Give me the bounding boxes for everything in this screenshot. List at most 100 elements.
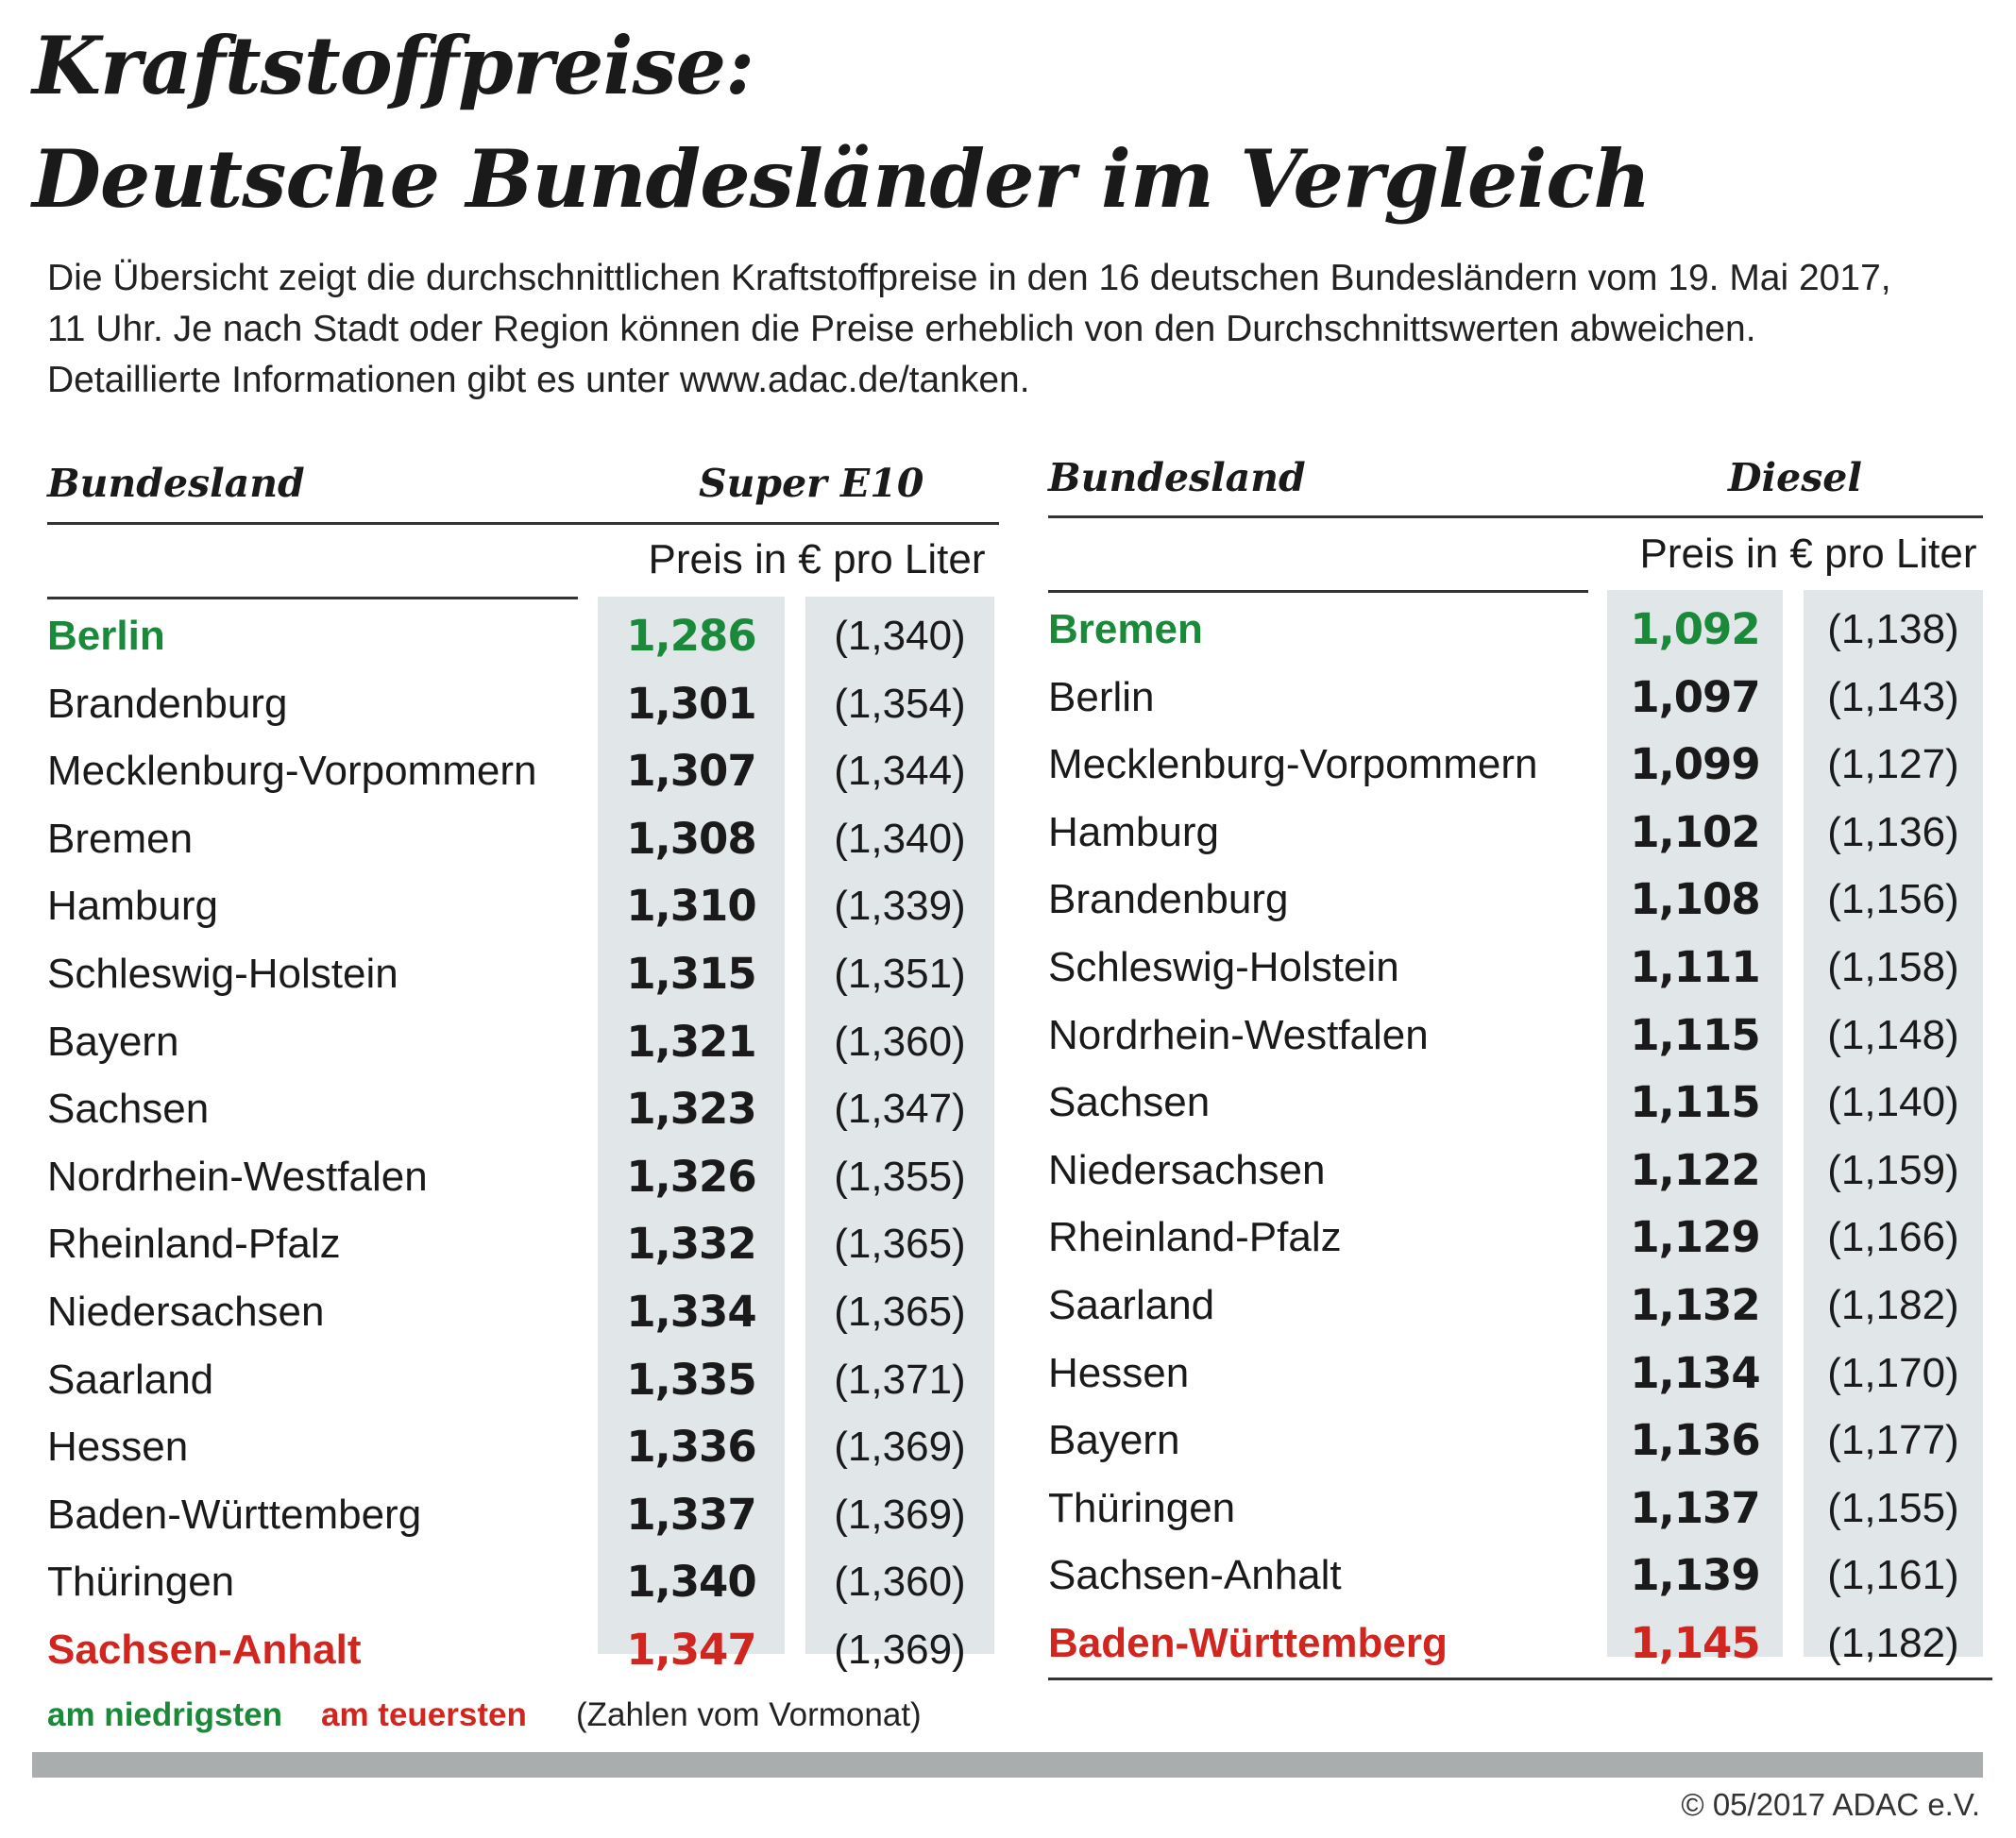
state-name: Brandenburg xyxy=(1048,876,1289,923)
previous-month-price: (1,170) xyxy=(1827,1349,1959,1396)
previous-month-price: (1,340) xyxy=(834,613,966,659)
state-name: Rheinland-Pfalz xyxy=(47,1221,341,1268)
table-row: Rheinland-Pfalz 1,129 (1,166) xyxy=(1048,1204,1992,1271)
copyright: © 05/2017 ADAC e.V. xyxy=(1681,1787,1980,1822)
previous-month-price: (1,155) xyxy=(1827,1484,1959,1531)
state-name: Sachsen-Anhalt xyxy=(1048,1552,1342,1599)
current-price: 1,129 xyxy=(1630,1212,1760,1263)
legend-lowest: am niedrigsten xyxy=(47,1696,282,1733)
current-price: 1,132 xyxy=(1630,1280,1760,1330)
current-price: 1,108 xyxy=(1630,874,1760,925)
current-price: 1,308 xyxy=(626,813,756,864)
unit-label: Preis in € pro Liter xyxy=(1639,531,1977,577)
previous-month-price: (1,354) xyxy=(834,680,966,727)
current-price: 1,315 xyxy=(626,949,756,999)
previous-month-price: (1,340) xyxy=(834,815,966,862)
previous-month-price: (1,159) xyxy=(1827,1146,1959,1193)
table-row: Schleswig-Holstein 1,111 (1,158) xyxy=(1048,934,1992,1001)
footer-bar xyxy=(32,1752,1983,1778)
previous-month-price: (1,347) xyxy=(834,1086,966,1133)
price-column-band xyxy=(1607,590,1783,1657)
current-price: 1,307 xyxy=(626,746,756,797)
current-price: 1,115 xyxy=(1630,1009,1760,1060)
state-name: Sachsen xyxy=(1048,1079,1211,1126)
previous-month-price: (1,365) xyxy=(834,1289,966,1335)
current-price: 1,136 xyxy=(1630,1415,1760,1466)
previous-column-band xyxy=(1804,590,1983,1657)
unit-label: Preis in € pro Liter xyxy=(648,536,986,582)
page-title-line-2: Deutsche Bundesländer im Vergleich xyxy=(32,132,1651,226)
state-column-header: Bundesland xyxy=(47,461,305,506)
table-row: Brandenburg 1,301 (1,354) xyxy=(47,670,991,737)
table-row: Bayern 1,136 (1,177) xyxy=(1048,1407,1992,1474)
table-row: Berlin 1,097 (1,143) xyxy=(1048,664,1992,731)
current-price: 1,310 xyxy=(626,881,756,932)
state-name: Schleswig-Holstein xyxy=(47,951,398,997)
table-row: Nordrhein-Westfalen 1,115 (1,148) xyxy=(1048,1002,1992,1069)
state-name: Niedersachsen xyxy=(1048,1146,1326,1193)
state-name: Bremen xyxy=(47,815,194,862)
state-name: Mecklenburg-Vorpommern xyxy=(1048,741,1538,788)
table-row: Schleswig-Holstein 1,315 (1,351) xyxy=(47,940,991,1007)
super-e10-table: Bundesland Super E10 Preis in € pro Lite… xyxy=(47,453,1001,1680)
table-row: Baden-Württemberg 1,145 (1,182) xyxy=(1048,1610,1992,1677)
state-name: Sachsen-Anhalt xyxy=(47,1627,362,1673)
table-row: Thüringen 1,137 (1,155) xyxy=(1048,1475,1992,1542)
table-row: Hamburg 1,310 (1,339) xyxy=(47,872,991,939)
table-row: Hessen 1,336 (1,369) xyxy=(47,1413,991,1480)
current-price: 1,115 xyxy=(1630,1077,1760,1128)
previous-month-price: (1,182) xyxy=(1827,1620,1959,1666)
current-price: 1,337 xyxy=(626,1489,756,1540)
current-price: 1,099 xyxy=(1630,739,1760,790)
state-name: Bayern xyxy=(47,1018,179,1065)
current-price: 1,332 xyxy=(626,1219,756,1270)
current-price: 1,092 xyxy=(1630,604,1760,654)
state-name: Thüringen xyxy=(47,1559,235,1606)
fuel-column-header: Super E10 xyxy=(699,461,924,506)
previous-month-price: (1,140) xyxy=(1827,1079,1959,1126)
legend-highest: am teuersten xyxy=(321,1696,527,1733)
current-price: 1,323 xyxy=(626,1084,756,1135)
header-rule xyxy=(47,522,999,525)
current-price: 1,321 xyxy=(626,1016,756,1067)
legend-previous-month: (Zahlen vom Vormonat) xyxy=(576,1696,922,1733)
current-price: 1,336 xyxy=(626,1422,756,1473)
previous-month-price: (1,158) xyxy=(1827,944,1959,990)
table-row: Sachsen-Anhalt 1,347 (1,369) xyxy=(47,1616,991,1683)
current-price: 1,097 xyxy=(1630,671,1760,722)
state-name: Thüringen xyxy=(1048,1484,1236,1531)
state-name: Hamburg xyxy=(1048,808,1219,855)
current-price: 1,111 xyxy=(1630,942,1760,992)
previous-month-price: (1,177) xyxy=(1827,1417,1959,1464)
current-price: 1,286 xyxy=(626,611,756,661)
previous-month-price: (1,360) xyxy=(834,1559,966,1606)
current-price: 1,102 xyxy=(1630,806,1760,857)
intro-line: Die Übersicht zeigt die durchschnittlich… xyxy=(47,258,1891,298)
table-row: Bremen 1,308 (1,340) xyxy=(47,805,991,872)
current-price: 1,122 xyxy=(1630,1144,1760,1195)
bottom-rule xyxy=(1048,1678,1992,1680)
current-price: 1,347 xyxy=(626,1625,756,1675)
table-row: Hamburg 1,102 (1,136) xyxy=(1048,799,1992,866)
current-price: 1,301 xyxy=(626,678,756,729)
intro-line: Detaillierte Informationen gibt es unter… xyxy=(47,360,1030,400)
current-price: 1,145 xyxy=(1630,1618,1760,1668)
current-price: 1,134 xyxy=(1630,1347,1760,1398)
previous-month-price: (1,344) xyxy=(834,748,966,795)
state-name: Baden-Württemberg xyxy=(47,1491,422,1538)
state-column-header: Bundesland xyxy=(1048,455,1306,500)
table-row: Nordrhein-Westfalen 1,326 (1,355) xyxy=(47,1143,991,1210)
table-row: Bayern 1,321 (1,360) xyxy=(47,1008,991,1075)
current-price: 1,334 xyxy=(626,1287,756,1337)
current-price: 1,340 xyxy=(626,1557,756,1608)
state-name: Saarland xyxy=(1048,1282,1215,1328)
previous-month-price: (1,339) xyxy=(834,883,966,930)
previous-month-price: (1,365) xyxy=(834,1221,966,1268)
table-row: Sachsen 1,323 (1,347) xyxy=(47,1075,991,1142)
table-row: Mecklenburg-Vorpommern 1,099 (1,127) xyxy=(1048,731,1992,798)
subheader-rule xyxy=(1048,590,1588,593)
state-name: Mecklenburg-Vorpommern xyxy=(47,748,537,795)
fuel-column-header: Diesel xyxy=(1728,455,1862,500)
intro-text: Die Übersicht zeigt die durchschnittlich… xyxy=(47,253,1974,406)
table-row: Thüringen 1,340 (1,360) xyxy=(47,1548,991,1615)
